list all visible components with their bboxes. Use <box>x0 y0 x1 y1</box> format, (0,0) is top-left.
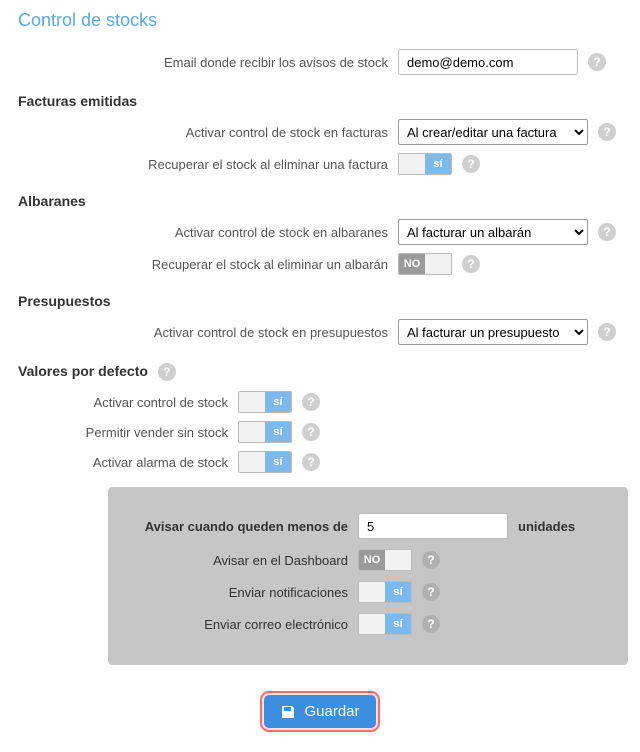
threshold-units: unidades <box>518 519 575 534</box>
help-icon[interactable]: ? <box>598 323 616 341</box>
save-icon <box>280 704 296 720</box>
presupuestos-activate-select[interactable]: Al facturar un presupuesto <box>398 319 588 345</box>
facturas-recover-toggle[interactable]: sí <box>398 153 452 175</box>
help-icon[interactable]: ? <box>302 423 320 441</box>
defaults-alarm-toggle[interactable]: sí <box>238 451 292 473</box>
help-icon[interactable]: ? <box>588 53 606 71</box>
email-alert-label: Enviar correo electrónico <box>128 617 358 632</box>
albaranes-activate-label: Activar control de stock en albaranes <box>18 225 398 240</box>
email-input[interactable] <box>398 49 578 75</box>
defaults-activate-label: Activar control de stock <box>18 395 238 410</box>
defaults-allow-label: Permitir vender sin stock <box>18 425 238 440</box>
defaults-allow-toggle[interactable]: sí <box>238 421 292 443</box>
albaranes-recover-label: Recuperar el stock al eliminar un albará… <box>18 257 398 272</box>
dashboard-toggle[interactable]: NO <box>358 549 412 571</box>
help-icon[interactable]: ? <box>422 551 440 569</box>
facturas-recover-label: Recuperar el stock al eliminar una factu… <box>18 157 398 172</box>
page-title: Control de stocks <box>18 10 622 31</box>
email-alert-toggle[interactable]: sí <box>358 613 412 635</box>
presupuestos-activate-label: Activar control de stock en presupuestos <box>18 325 398 340</box>
help-icon[interactable]: ? <box>422 583 440 601</box>
dashboard-label: Avisar en el Dashboard <box>128 553 358 568</box>
section-albaranes: Albaranes <box>18 193 622 209</box>
help-icon[interactable]: ? <box>598 223 616 241</box>
help-icon[interactable]: ? <box>302 453 320 471</box>
defaults-alarm-label: Activar alarma de stock <box>18 455 238 470</box>
help-icon[interactable]: ? <box>302 393 320 411</box>
albaranes-activate-select[interactable]: Al facturar un albarán <box>398 219 588 245</box>
save-button[interactable]: Guardar <box>264 695 375 728</box>
help-icon[interactable]: ? <box>462 155 480 173</box>
threshold-input[interactable] <box>358 513 508 539</box>
notif-label: Enviar notificaciones <box>128 585 358 600</box>
alert-subbox: Avisar cuando queden menos de unidades A… <box>108 487 628 665</box>
albaranes-recover-toggle[interactable]: NO <box>398 253 452 275</box>
help-icon[interactable]: ? <box>158 363 176 381</box>
section-defaults: Valores por defecto ? <box>18 363 622 381</box>
help-icon[interactable]: ? <box>462 255 480 273</box>
section-facturas: Facturas emitidas <box>18 93 622 109</box>
facturas-activate-label: Activar control de stock en facturas <box>18 125 398 140</box>
threshold-label: Avisar cuando queden menos de <box>128 519 358 534</box>
facturas-activate-select[interactable]: Al crear/editar una factura <box>398 119 588 145</box>
notif-toggle[interactable]: sí <box>358 581 412 603</box>
email-label: Email donde recibir los avisos de stock <box>18 55 398 70</box>
help-icon[interactable]: ? <box>598 123 616 141</box>
help-icon[interactable]: ? <box>422 615 440 633</box>
defaults-activate-toggle[interactable]: sí <box>238 391 292 413</box>
section-presupuestos: Presupuestos <box>18 293 622 309</box>
